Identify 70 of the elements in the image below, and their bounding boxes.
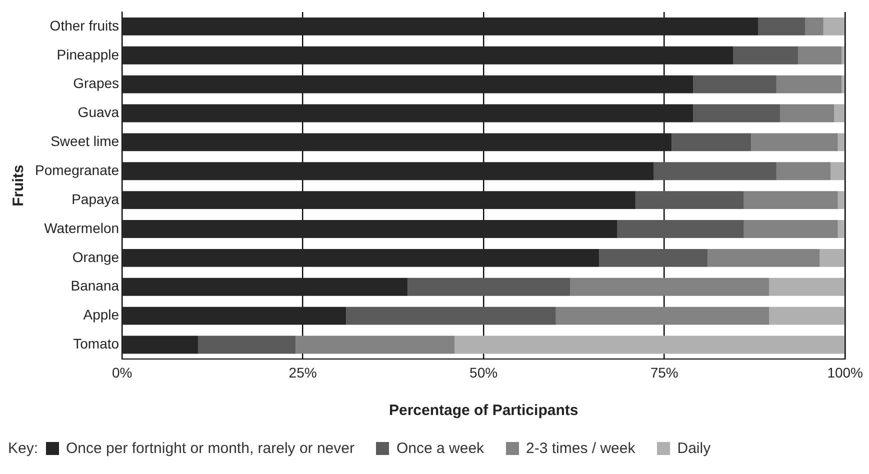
x-tick-label: 75% [650,364,678,380]
bar [758,17,806,36]
bar [823,17,846,36]
bar [635,191,744,210]
y-tick-label: Watermelon [44,220,120,236]
y-tick-label: Papaya [72,190,120,207]
bar [408,278,570,296]
x-axis-title: Percentage of Participants [388,402,578,420]
bar [296,336,455,354]
bar [776,75,842,94]
bar [769,306,846,325]
bar [798,46,842,64]
bar [122,336,198,354]
bar [122,133,672,152]
bar [733,46,798,64]
bar [556,306,770,325]
bar [122,75,694,94]
bar [838,191,846,210]
legend-label: Once per fortnight or month, rarely or never [66,440,354,456]
bar [599,248,708,267]
bar [122,191,636,210]
bar [122,220,618,238]
bar [346,306,556,325]
x-tick-label: 25% [288,364,317,380]
y-tick-label: Tomato [73,336,120,352]
bar [820,248,846,267]
y-tick-label: Orange [72,248,120,265]
y-tick-label: Grapes [73,75,120,92]
bar [122,278,408,296]
y-axis-title: Fruits [10,164,28,206]
y-tick-label: Other fruits [50,17,120,34]
bar [122,104,694,122]
bar [693,104,780,122]
bar [744,191,838,210]
bar [653,162,776,180]
legend-label: Once a week [396,440,484,456]
bar [838,220,846,238]
legend-label: 2-3 times / week [526,440,636,456]
y-tick-label: Banana [70,278,120,294]
bar [805,17,824,36]
bar [776,162,831,180]
y-tick-label: Guava [78,104,120,120]
bar [708,248,820,267]
bar [570,278,770,296]
bar [834,104,846,122]
y-tick-label: Pineapple [56,46,120,62]
bar [693,75,776,94]
bar [780,104,834,122]
y-tick-label: Apple [83,306,120,323]
y-tick-label: Sweet lime [50,133,120,150]
bar [198,336,296,354]
x-tick-label: 0% [112,364,132,380]
bar [122,306,346,325]
bar [830,162,846,180]
bar [672,133,752,152]
bar [617,220,744,238]
bar [122,17,758,36]
bar [122,46,734,64]
bar [122,248,600,267]
legend-label: Daily [677,440,711,456]
bar [122,162,654,180]
x-tick-label: 50% [470,364,498,380]
x-tick-label: 100% [827,364,864,380]
bar [751,133,838,152]
legend-title: Key: [8,440,38,456]
bar [744,220,838,238]
y-tick-label: Pomegranate [34,162,120,178]
bar [769,278,846,296]
bar [838,133,846,152]
bar [454,336,846,354]
